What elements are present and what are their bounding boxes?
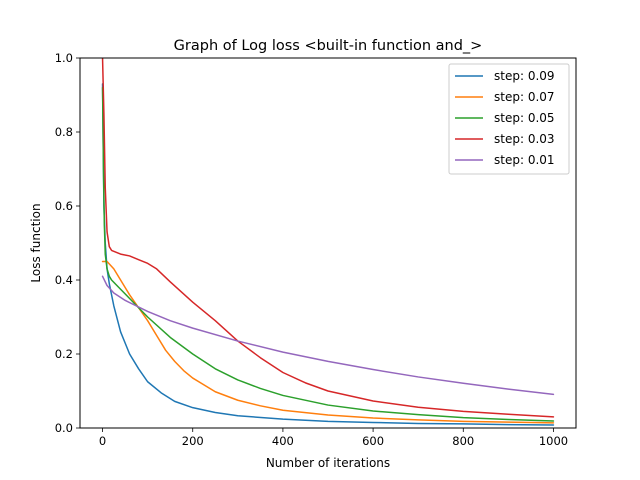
legend-label-1: step: 0.09 bbox=[494, 69, 555, 83]
x-tick-label: 0 bbox=[99, 434, 106, 448]
y-tick-label: 0.4 bbox=[55, 273, 73, 287]
y-tick-label: 0.6 bbox=[55, 199, 73, 213]
series-line-5 bbox=[101, 275, 555, 396]
y-tick-label: 1.0 bbox=[55, 51, 73, 65]
x-axis-label: Number of iterations bbox=[266, 456, 390, 470]
legend-label-4: step: 0.03 bbox=[494, 132, 555, 146]
legend-label-2: step: 0.07 bbox=[494, 90, 555, 104]
y-tick-label: 0.2 bbox=[55, 347, 73, 361]
series-line-3 bbox=[101, 86, 555, 422]
series-line-2 bbox=[101, 260, 555, 424]
plot-frame bbox=[79, 57, 577, 429]
series-line-1 bbox=[101, 83, 555, 426]
x-tick-label: 800 bbox=[452, 434, 474, 448]
y-tick-label: 0.8 bbox=[55, 125, 73, 139]
series-line-4 bbox=[101, 58, 555, 418]
x-tick-label: 200 bbox=[182, 434, 204, 448]
x-tick-label: 400 bbox=[272, 434, 294, 448]
legend-label-5: step: 0.01 bbox=[494, 153, 555, 167]
legend-label-3: step: 0.05 bbox=[494, 111, 555, 125]
y-axis-label: Loss function bbox=[29, 203, 43, 282]
y-tick-label: 0.0 bbox=[55, 421, 73, 435]
chart-title: Graph of Log loss <built-in function and… bbox=[174, 38, 483, 54]
x-tick-label: 600 bbox=[362, 434, 384, 448]
legend-box bbox=[448, 63, 570, 175]
legend: step: 0.09 step: 0.07 step: 0.05 step: 0.03… bbox=[448, 63, 570, 175]
x-tick-label: 1000 bbox=[539, 434, 568, 448]
